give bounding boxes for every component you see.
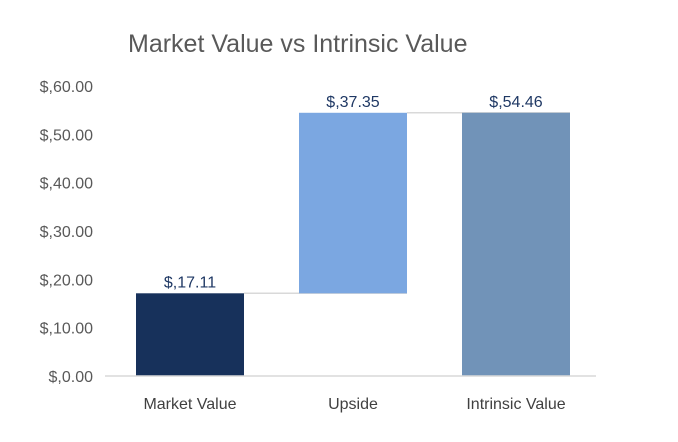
- x-tick-label: Intrinsic Value: [466, 396, 565, 413]
- x-tick-label: Market Value: [143, 396, 236, 413]
- chart-title: Market Value vs Intrinsic Value: [128, 30, 468, 58]
- y-tick-label: $,0.00: [49, 369, 94, 386]
- y-tick-label: $,20.00: [40, 272, 93, 289]
- bar-intrinsic-value: [462, 112, 570, 376]
- x-tick-label: Upside: [328, 396, 378, 413]
- bar-market-value: [136, 293, 244, 376]
- data-label: $,54.46: [489, 94, 542, 111]
- data-label: $,37.35: [326, 94, 379, 111]
- y-tick-label: $,40.00: [40, 176, 93, 193]
- y-tick-label: $,10.00: [40, 321, 93, 338]
- y-tick-label: $,50.00: [40, 127, 93, 144]
- y-tick-label: $,30.00: [40, 224, 93, 241]
- data-label: $,17.11: [164, 274, 216, 291]
- y-tick-label: $,60.00: [40, 79, 93, 96]
- bar-upside: [299, 112, 407, 294]
